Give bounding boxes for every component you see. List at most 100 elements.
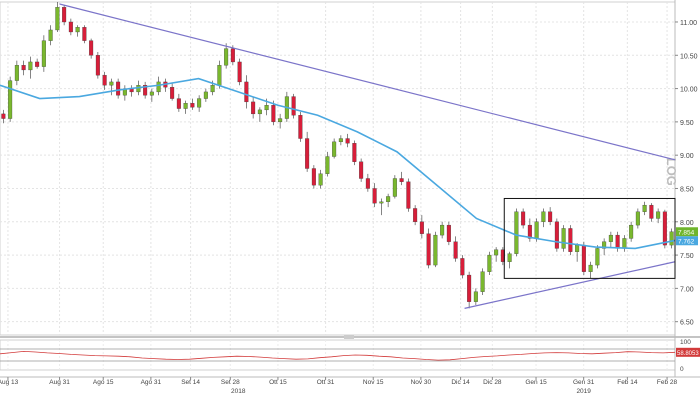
candle-up — [588, 264, 593, 272]
candle-down — [68, 21, 73, 33]
candle-down — [548, 211, 553, 222]
candle-down — [399, 178, 404, 182]
candle-up — [14, 65, 19, 81]
x-tick-label: Dic 28 — [483, 379, 502, 386]
x-tick-label: Aug 31 — [49, 379, 70, 386]
panel-divider-handle — [344, 335, 354, 339]
candle-down — [62, 7, 67, 23]
y-tick-label: 7.50 — [680, 253, 694, 260]
x-tick-label: Feb 14 — [617, 379, 638, 386]
candle-up — [514, 211, 519, 254]
oscillator-tick-label: 100 — [680, 339, 691, 346]
candle-down — [413, 208, 418, 222]
candle-up — [338, 138, 343, 143]
candle-up — [635, 211, 640, 226]
range-box — [503, 197, 676, 279]
candle-up — [379, 201, 384, 204]
candle-up — [386, 196, 391, 202]
oscillator-line — [0, 350, 676, 361]
y-tick-label: 8.00 — [680, 220, 694, 227]
x-tick-label: Nov 30 — [411, 379, 432, 386]
candle-up — [433, 234, 438, 266]
candle-down — [419, 221, 424, 234]
candle-up — [622, 238, 627, 249]
candle-up — [534, 221, 539, 239]
candle-up — [224, 48, 229, 66]
candle-up — [156, 81, 161, 93]
y-tick-label: 8.50 — [680, 186, 694, 193]
candle-up — [392, 178, 397, 197]
candle-up — [210, 85, 215, 93]
candle-down — [311, 168, 316, 186]
candle-down — [554, 221, 559, 249]
candle-down — [116, 81, 121, 96]
candle-up — [55, 7, 60, 31]
moving-average-label: 7.762 — [678, 238, 695, 245]
candle-down — [446, 224, 451, 242]
candle-down — [345, 138, 350, 144]
x-tick-label: Aug 13 — [0, 379, 19, 386]
candle-up — [608, 234, 613, 242]
candle-up — [318, 173, 323, 186]
candle-down — [372, 188, 377, 204]
candle-down — [365, 178, 370, 189]
x-tick-label: Ott 15 — [269, 379, 287, 386]
year-label: 2019 — [576, 388, 591, 395]
candle-down — [251, 101, 256, 115]
candle-up — [109, 81, 114, 86]
candle-down — [271, 105, 276, 123]
candle-down — [426, 233, 431, 266]
x-tick-label: Gen 15 — [525, 379, 547, 386]
moving-average-tag — [676, 236, 698, 246]
candle-down — [649, 204, 654, 219]
candle-down — [359, 161, 364, 179]
y-tick-label: 11.00 — [680, 20, 697, 27]
x-tick-label: Feb 28 — [657, 379, 678, 386]
candle-down — [527, 224, 532, 239]
scale-watermark: LOG — [664, 158, 679, 186]
candle-down — [170, 87, 175, 99]
candle-down — [237, 61, 242, 83]
candle-down — [352, 143, 357, 162]
candle-down — [244, 81, 249, 103]
candle-up — [197, 98, 202, 108]
candle-down — [21, 65, 26, 71]
candle-down — [521, 211, 526, 226]
candle-up — [28, 61, 33, 71]
candle-up — [149, 91, 154, 96]
candle-up — [183, 103, 188, 109]
candle-up — [575, 244, 580, 252]
candle-down — [95, 55, 100, 76]
candle-up — [656, 211, 661, 219]
candle-down — [305, 138, 310, 169]
year-label: 2018 — [231, 388, 246, 395]
candle-up — [325, 156, 330, 174]
candle-down — [89, 40, 94, 56]
candle-down — [662, 211, 667, 246]
candle-down — [1, 113, 6, 119]
y-tick-label: 10.00 — [680, 87, 698, 94]
moving-average-line — [0, 77, 676, 250]
candle-up — [487, 254, 492, 272]
trendline — [59, 3, 676, 161]
candle-up — [75, 27, 80, 33]
y-tick-label: 9.50 — [680, 120, 694, 127]
candle-down — [581, 244, 586, 272]
candle-up — [48, 29, 53, 41]
y-tick-label: 6.50 — [680, 320, 694, 327]
candle-up — [507, 253, 512, 262]
candle-up — [602, 241, 607, 249]
x-tick-label: Gen 31 — [573, 379, 595, 386]
x-tick-label: Ago 15 — [93, 379, 114, 386]
candle-up — [561, 228, 566, 249]
x-tick-label: Set 28 — [221, 379, 240, 386]
candle-down — [82, 27, 87, 41]
candle-up — [541, 211, 546, 222]
candle-down — [176, 98, 181, 109]
candle-down — [568, 228, 573, 252]
candle-down — [291, 96, 296, 116]
x-tick-label: Dic 14 — [451, 379, 470, 386]
candle-down — [453, 241, 458, 259]
candle-up — [217, 65, 222, 86]
